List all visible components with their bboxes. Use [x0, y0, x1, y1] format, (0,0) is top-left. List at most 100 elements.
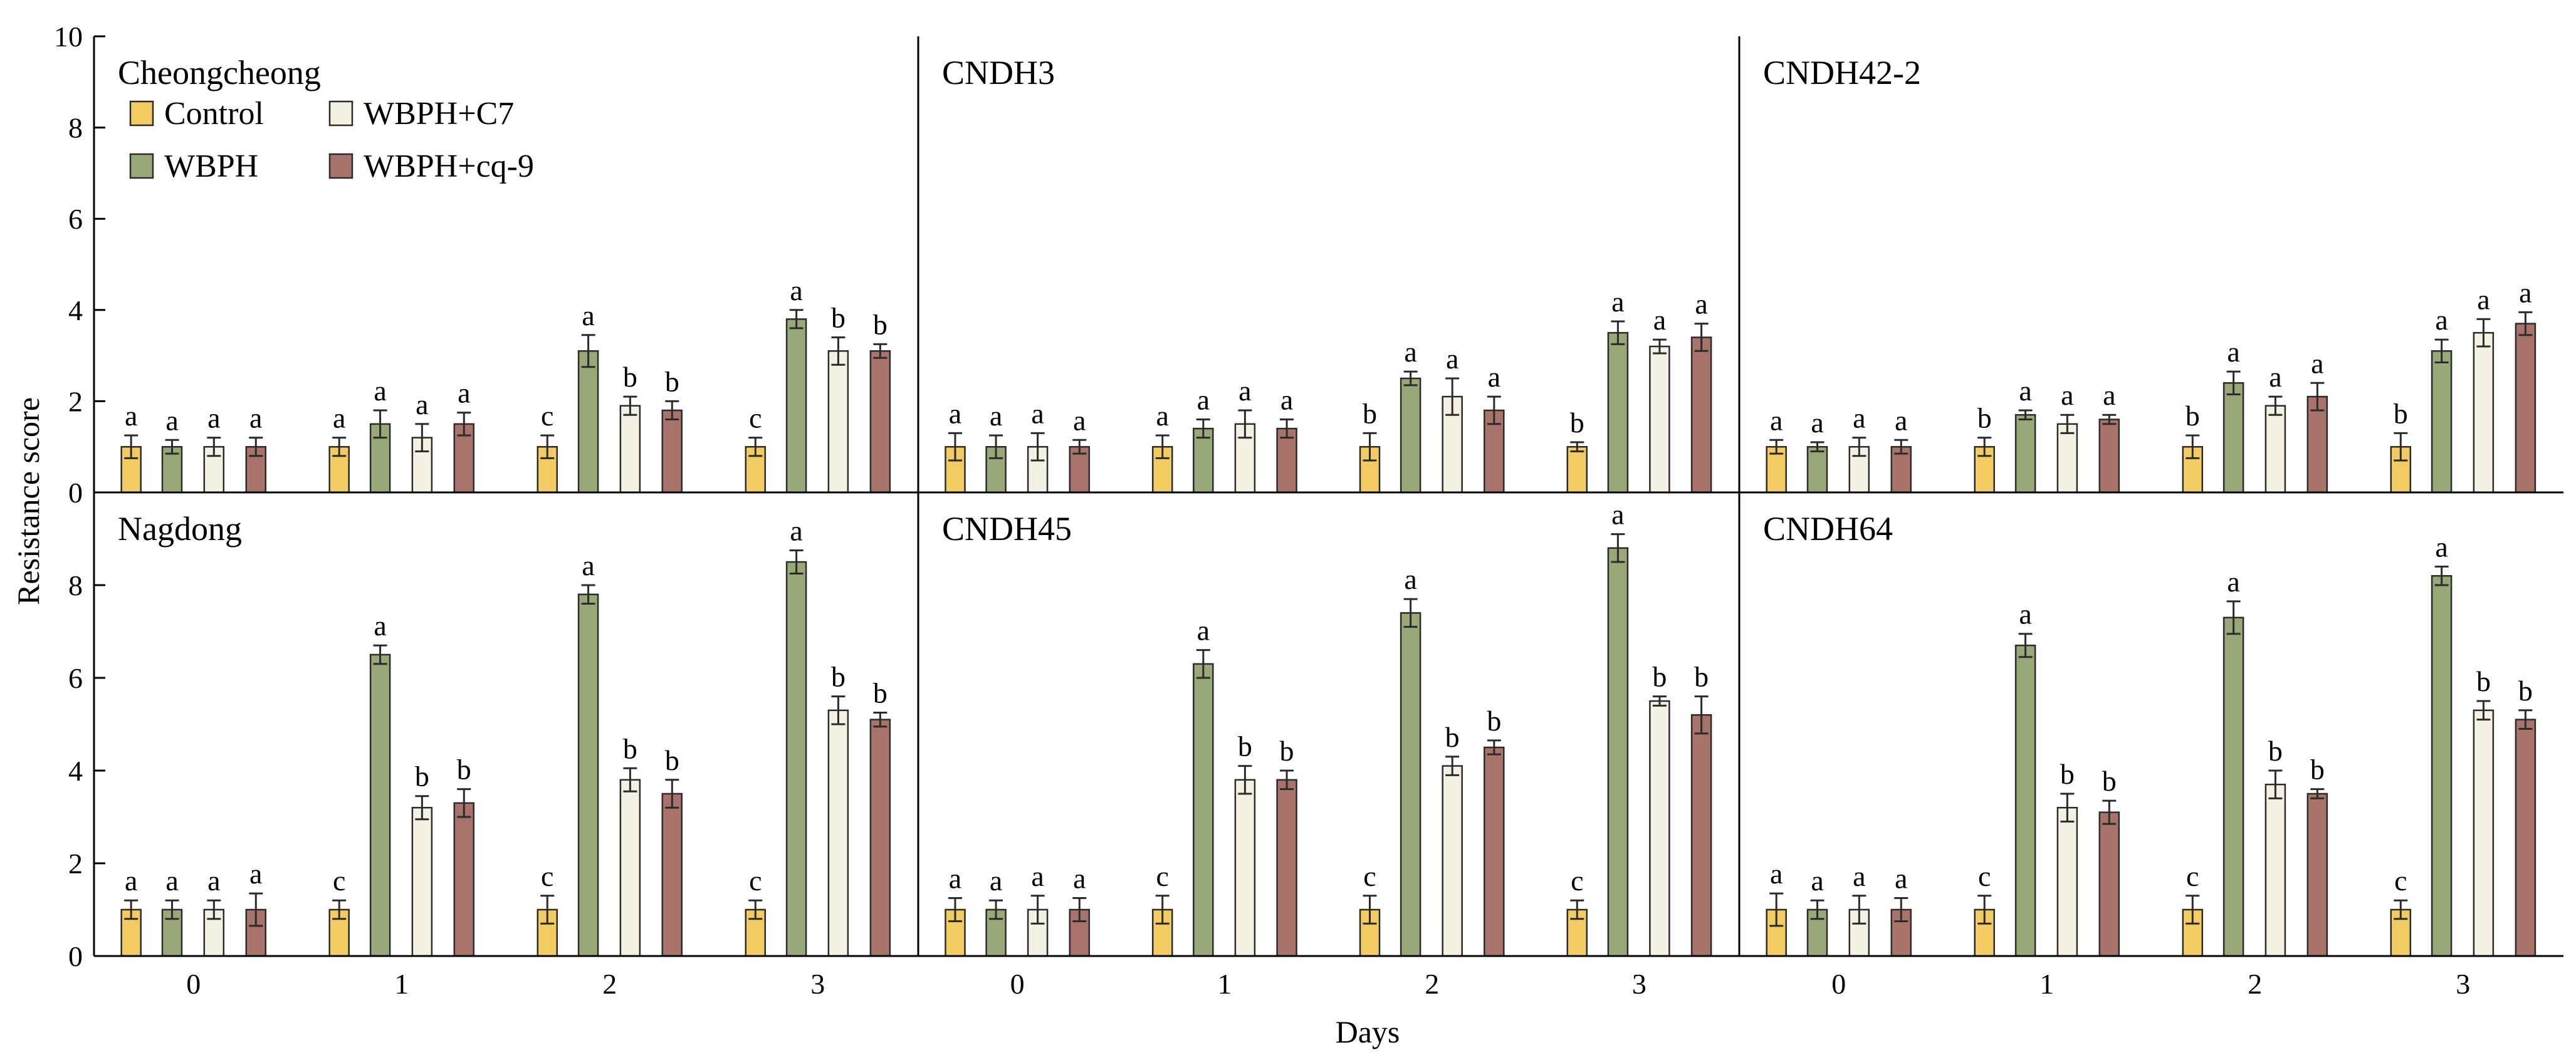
bar — [1974, 445, 1995, 494]
significance-label: b — [1238, 730, 1252, 762]
significance-label: b — [873, 677, 887, 709]
bar — [1566, 445, 1588, 494]
significance-label: b — [1445, 721, 1460, 753]
bar — [2014, 413, 2036, 494]
bar — [785, 318, 807, 494]
legend-label: WBPH — [164, 148, 258, 184]
significance-label: b — [831, 661, 846, 693]
significance-label: b — [2394, 397, 2408, 429]
significance-label: b — [1570, 407, 1584, 439]
significance-label: c — [2186, 860, 2199, 892]
significance-label: b — [1363, 397, 1377, 429]
bar — [2098, 811, 2120, 957]
significance-label: a — [1611, 286, 1624, 318]
panel-title: Cheongcheong — [118, 54, 321, 91]
significance-label: a — [2311, 347, 2323, 379]
significance-label: a — [1853, 860, 1865, 892]
panel-title: CNDH3 — [942, 54, 1055, 91]
bar — [2264, 405, 2286, 494]
significance-label: a — [1156, 400, 1169, 432]
bar — [1276, 779, 1297, 957]
significance-label: c — [541, 860, 553, 892]
significance-label: a — [374, 375, 386, 407]
significance-label: c — [1363, 860, 1376, 892]
significance-label: a — [125, 865, 137, 896]
significance-label: b — [831, 302, 846, 334]
significance-label: b — [1280, 735, 1294, 767]
significance-label: b — [665, 744, 679, 776]
significance-label: a — [2269, 361, 2281, 393]
significance-label: a — [2477, 283, 2490, 315]
bar — [2264, 783, 2286, 957]
significance-label: b — [2476, 665, 2491, 697]
x-tick-label: 3 — [1632, 968, 1647, 1000]
y-tick-label: 6 — [68, 662, 83, 694]
y-axis-title: Resistance score — [11, 397, 46, 605]
significance-label: a — [1895, 863, 1907, 895]
significance-label: b — [2186, 400, 2200, 432]
bar — [369, 653, 391, 957]
y-tick-label: 0 — [68, 940, 83, 972]
significance-label: c — [749, 402, 762, 434]
significance-label: a — [207, 402, 220, 434]
significance-label: a — [249, 858, 262, 890]
x-tick-label: 0 — [1831, 968, 1846, 1000]
x-tick-label: 1 — [1217, 968, 1232, 1000]
y-tick-label: 4 — [68, 294, 83, 326]
y-tick-label: 2 — [68, 848, 83, 880]
bar — [1442, 765, 1463, 957]
bar — [619, 779, 641, 957]
x-axis-title: Days — [1336, 1014, 1400, 1049]
bar — [2473, 331, 2495, 494]
significance-label: a — [1446, 343, 1458, 375]
significance-label: a — [2019, 598, 2031, 630]
significance-label: a — [1073, 404, 1086, 436]
bar — [1806, 445, 1828, 494]
bar — [1649, 345, 1670, 494]
bar — [1400, 612, 1422, 957]
panel-title: CNDH64 — [1763, 510, 1893, 548]
significance-label: b — [415, 761, 429, 793]
bar — [785, 561, 807, 957]
significance-label: a — [1073, 863, 1086, 895]
bar — [827, 350, 849, 494]
bar — [1484, 746, 1505, 957]
legend-label: Control — [164, 96, 264, 132]
bar — [1607, 547, 1629, 957]
significance-label: a — [249, 402, 262, 434]
significance-label: a — [2103, 379, 2115, 411]
significance-label: c — [333, 865, 345, 896]
bar — [577, 593, 599, 957]
panel-title: CNDH45 — [942, 510, 1072, 548]
significance-label: b — [2518, 675, 2533, 707]
significance-label: a — [1404, 336, 1416, 368]
bar — [2473, 709, 2495, 957]
bar — [869, 719, 891, 957]
y-tick-label: 0 — [68, 477, 83, 509]
x-tick-label: 3 — [2456, 968, 2470, 1000]
significance-label: a — [1031, 860, 1044, 892]
legend: Control WBPH WBPH+C7 WBPH+cq-9 — [129, 96, 534, 184]
significance-label: b — [1977, 402, 1992, 434]
significance-label: c — [1156, 860, 1169, 892]
bar — [1234, 779, 1256, 957]
significance-label: a — [1811, 865, 1823, 896]
x-tick-label: 0 — [1010, 968, 1025, 1000]
significance-label: a — [1695, 288, 1707, 320]
significance-label: a — [1653, 304, 1666, 336]
significance-label: c — [541, 400, 553, 432]
significance-label: a — [2435, 304, 2448, 336]
significance-label: a — [374, 610, 386, 642]
y-tick-label: 8 — [68, 112, 83, 144]
significance-label: a — [990, 865, 1002, 896]
significance-label: a — [416, 388, 428, 420]
significance-label: a — [2435, 531, 2448, 563]
significance-label: a — [2061, 379, 2073, 411]
